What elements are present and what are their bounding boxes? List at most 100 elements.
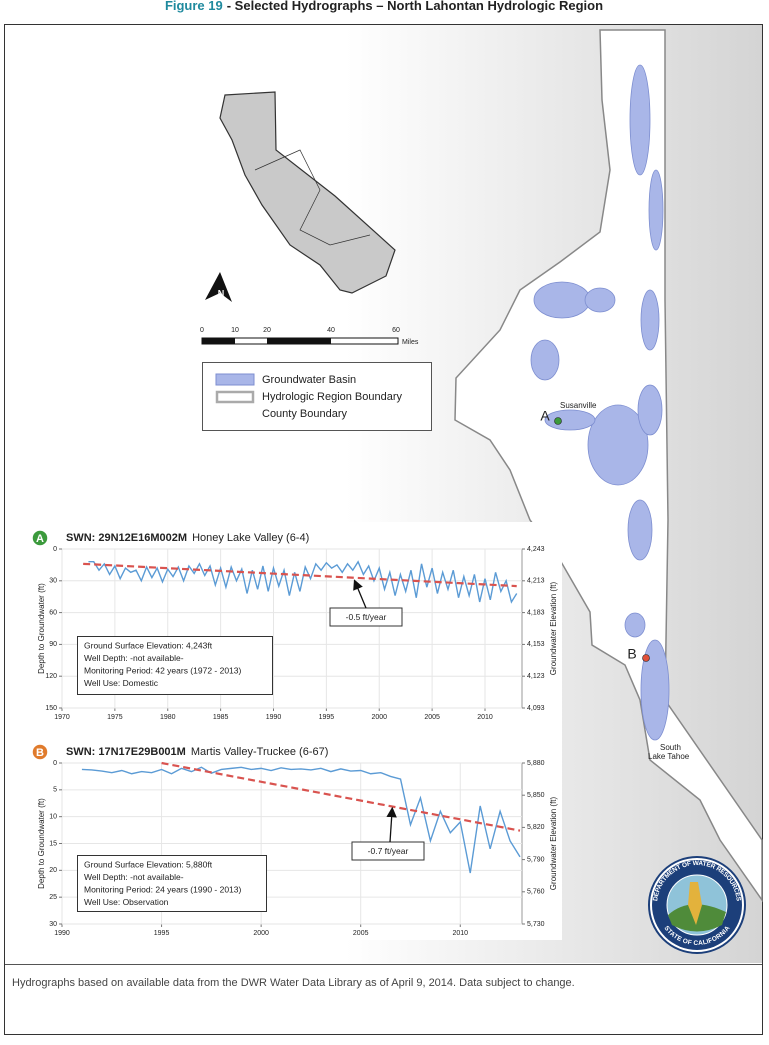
seal-state — [688, 882, 702, 925]
scale-label: 20 — [263, 327, 271, 334]
y2-tick-label: 5,730 — [527, 921, 545, 928]
scale-segment — [202, 338, 235, 344]
info-box — [77, 636, 273, 695]
scale-label: 10 — [231, 327, 239, 334]
y2-tick-label: 4,093 — [527, 705, 545, 712]
point-b-marker — [642, 654, 650, 662]
y-tick-label: 20 — [49, 867, 57, 874]
north-arrow: N — [205, 272, 232, 302]
scale-label: 40 — [327, 327, 335, 334]
point-b-label: B — [627, 646, 636, 662]
y-axis-title: Depth to Groundwater (ft) — [37, 798, 46, 889]
trend-label-box — [351, 841, 425, 861]
scale-label: 0 — [200, 327, 204, 334]
x-tick-label: 2005 — [424, 714, 440, 721]
x-tick-label: 2005 — [353, 930, 369, 937]
trend-line — [161, 761, 521, 832]
y2-tick-label: 5,880 — [527, 760, 545, 767]
info-line: Monitoring Period: 24 years (1990 - 2013… — [84, 884, 242, 894]
x-tick-label: 2010 — [452, 930, 468, 937]
scale-segment — [267, 338, 331, 344]
x-tick-label: 2010 — [477, 714, 493, 721]
charts: A SWN: 29N12E16M002M Honey Lake Valley (6-… — [31, 529, 558, 937]
x-tick-label: 1980 — [160, 714, 176, 721]
point-a: A Susanville — [540, 401, 597, 425]
legend-swatch — [215, 390, 255, 404]
scale-bar: 0 10 20 40 60 Miles — [200, 327, 419, 346]
x-tick-label: 1985 — [213, 714, 229, 721]
north-label: N — [218, 288, 225, 298]
y-tick-label: 10 — [49, 814, 57, 821]
figure-title: Figure 19 - Selected Hydrographs – North … — [165, 0, 603, 13]
series-line — [88, 560, 518, 604]
legend-swatch — [215, 373, 255, 386]
y-tick-label: 0 — [53, 546, 57, 553]
legend-label: County Boundary — [262, 408, 347, 420]
badge — [31, 743, 49, 761]
chart-title: Honey Lake Valley (6-4) — [192, 532, 309, 544]
y-tick-label: 25 — [49, 894, 57, 901]
point-a-marker — [554, 417, 562, 425]
susanville-label: Susanville — [560, 401, 597, 410]
y2-tick-label: 4,153 — [527, 641, 545, 648]
trend-arrow — [353, 579, 367, 609]
map-legend: Groundwater Basin Hydrologic Region Boun… — [202, 362, 432, 431]
trend-label: -0.7 ft/year — [368, 846, 409, 856]
info-line: Ground Surface Elevation: 5,880ft — [84, 859, 213, 869]
info-line: Ground Surface Elevation: 4,243ft — [84, 640, 213, 650]
y-tick-label: 30 — [49, 921, 57, 928]
trend-line — [83, 562, 517, 588]
y-tick-label: 150 — [45, 705, 57, 712]
frame — [4, 24, 763, 1035]
y2-tick-label: 4,183 — [527, 609, 545, 616]
y-tick-label: 90 — [49, 641, 57, 648]
north-arrow-shape — [205, 272, 232, 302]
y2-axis-title: Groundwater Elevation (ft) — [549, 581, 558, 675]
y2-tick-label: 5,760 — [527, 889, 545, 896]
y-tick-label: 30 — [49, 578, 57, 585]
scale-unit: Miles — [402, 339, 419, 346]
trend-arrow — [386, 806, 397, 843]
swn: SWN: 17N17E29B001M — [66, 746, 186, 758]
point-a-label: A — [540, 408, 550, 424]
chart-title: Martis Valley-Truckee (6-67) — [191, 746, 329, 758]
legend-label: Groundwater Basin — [262, 374, 356, 386]
y-tick-label: 120 — [45, 673, 57, 680]
x-tick-label: 2000 — [371, 714, 387, 721]
badge — [31, 529, 49, 547]
title: - Selected Hydrographs – North Lahontan … — [227, 0, 603, 13]
dwr-seal: DEPARTMENT OF WATER RESOURCES STATE OF C… — [648, 856, 746, 954]
x-tick-label: 2000 — [253, 930, 269, 937]
series-line — [81, 766, 521, 874]
y2-tick-label: 5,820 — [527, 824, 545, 831]
groundwater-basins — [530, 64, 670, 741]
info-line: Monitoring Period: 42 years (1972 - 2013… — [84, 665, 242, 675]
info-line: Well Use: Domestic — [84, 678, 159, 688]
footer-note: Hydrographs based on available data from… — [12, 977, 575, 989]
y2-tick-label: 5,790 — [527, 856, 545, 863]
x-tick-label: 1990 — [266, 714, 282, 721]
tahoe-label: South — [660, 743, 681, 752]
y-tick-label: 5 — [53, 787, 57, 794]
x-tick-label: 1995 — [154, 930, 170, 937]
y2-axis-title: Groundwater Elevation (ft) — [549, 796, 558, 890]
y2-tick-label: 4,243 — [527, 546, 545, 553]
info-line: Well Depth: -not available- — [84, 653, 184, 663]
y2-tick-label: 4,213 — [527, 578, 545, 585]
legend-label: Hydrologic Region Boundary — [262, 391, 403, 403]
x-tick-label: 1995 — [319, 714, 335, 721]
trend-label: -0.5 ft/year — [346, 612, 387, 622]
badge-label: A — [36, 533, 44, 545]
x-tick-label: 1970 — [54, 714, 70, 721]
y-tick-label: 0 — [53, 760, 57, 767]
y-axis-title: Depth to Groundwater (ft) — [37, 583, 46, 674]
info-line: Well Depth: -not available- — [84, 872, 184, 882]
california-inset — [219, 91, 396, 294]
badge-label: B — [36, 747, 44, 759]
tahoe-label: Lake Tahoe — [648, 752, 690, 761]
y2-tick-label: 4,123 — [527, 673, 545, 680]
y-tick-label: 60 — [49, 609, 57, 616]
point-b: B South Lake Tahoe — [627, 646, 689, 761]
